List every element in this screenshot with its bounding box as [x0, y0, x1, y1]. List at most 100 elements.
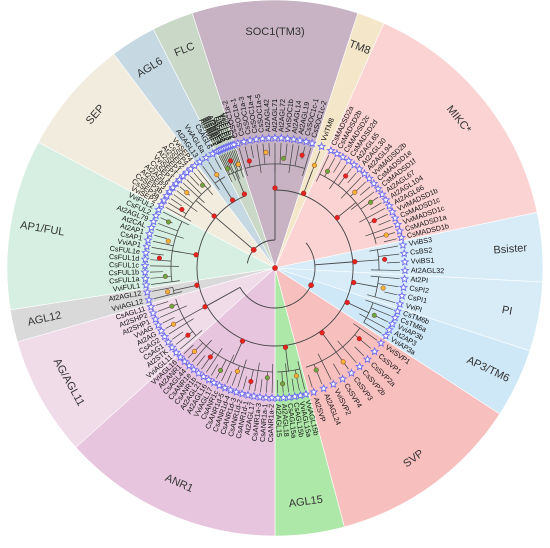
clade-label-soc1: SOC1(TM3): [245, 26, 304, 38]
bootstrap-node-marker: [246, 158, 252, 164]
tree-branch: [256, 144, 262, 174]
bootstrap-node-marker: [207, 354, 213, 360]
tree-branch: [150, 276, 172, 279]
bootstrap-node-marker: [356, 336, 362, 342]
tree-branch: [165, 206, 192, 222]
leaf-star-icon: [397, 291, 407, 300]
tree-branch: [214, 158, 222, 170]
tree-branch: [245, 163, 305, 169]
leaf-star-icon: [153, 320, 163, 330]
leaf-label: CsFUL1c: [109, 260, 140, 270]
tree-branch: [221, 154, 229, 167]
bootstrap-node-marker: [194, 282, 200, 288]
tree-branch: [365, 299, 393, 311]
tree-branch: [347, 172, 357, 184]
bootstrap-node-marker: [281, 155, 287, 161]
bootstrap-node-marker: [248, 378, 254, 384]
leaf-star-icon: [171, 347, 181, 357]
bootstrap-node-marker: [241, 191, 247, 197]
tree-branch: [162, 316, 175, 324]
leaf-star-icon: [317, 141, 327, 151]
tree-branch: [302, 148, 312, 177]
leaf-star-icon: [393, 219, 403, 229]
bootstrap-node-marker: [156, 255, 162, 261]
tree-branch: [152, 287, 173, 292]
leaf-star-icon: [338, 152, 348, 162]
tree-branch: [163, 211, 190, 226]
tree-branch: [196, 355, 206, 366]
clade-sector-mikc: [274, 22, 538, 269]
leaf-star-icon: [309, 387, 319, 396]
leaf-star-icon: [364, 173, 374, 183]
leaf-star-icon: [148, 308, 158, 318]
leaf-label: VviBS1: [411, 256, 435, 266]
leaf-star-icon: [142, 241, 152, 251]
leaf-star-icon: [346, 368, 356, 378]
bootstrap-node-marker: [166, 219, 172, 225]
tree-branch: [156, 228, 184, 239]
tree-branch: [354, 334, 371, 349]
leaf-star-icon: [143, 235, 153, 245]
tree-branch: [353, 323, 378, 341]
leaf-star-icon: [398, 240, 408, 250]
leaf-star-icon: [319, 383, 329, 393]
tree-branch: [359, 186, 371, 196]
clade-label-agl15: AGL15: [288, 494, 324, 510]
tree-branch: [150, 259, 172, 262]
leaf-label: At2AGL42: [262, 99, 273, 133]
bootstrap-node-marker: [371, 312, 377, 318]
leaf-star-icon: [156, 199, 166, 209]
bootstrap-node-marker: [230, 197, 236, 203]
tree-branch: [220, 155, 231, 175]
leaf-star-icon: [140, 273, 150, 283]
tree-branch: [196, 255, 322, 347]
leaf-star-icon: [156, 326, 166, 335]
tree-branch: [294, 145, 300, 167]
leaf-star-icon: [237, 388, 247, 398]
tree-branch: [206, 286, 241, 307]
tree-branch: [192, 339, 212, 363]
tree-branch: [271, 363, 274, 393]
bootstrap-node-marker: [250, 247, 257, 253]
tree-branch: [329, 164, 347, 190]
tree-branch: [354, 346, 365, 357]
bootstrap-node-marker: [382, 256, 388, 262]
bootstrap-node-marker: [352, 259, 358, 265]
tree-branch: [172, 287, 175, 294]
leaf-label: CsFUL1a: [109, 274, 140, 285]
tree-branch: [159, 305, 187, 318]
tree-branch: [377, 283, 399, 288]
bootstrap-node-marker: [202, 304, 208, 310]
bootstrap-node-marker: [225, 166, 231, 172]
tree-branch: [230, 151, 239, 171]
leaf-star-icon: [295, 390, 305, 400]
tree-branch: [183, 344, 194, 355]
leaf-star-icon: [387, 207, 397, 216]
bootstrap-node-marker: [272, 185, 278, 191]
tree-branch: [291, 378, 295, 392]
tree-branch: [288, 144, 294, 174]
tree-branch: [179, 330, 203, 350]
tree-branch: [370, 275, 400, 279]
bootstrap-node-marker: [380, 285, 386, 291]
bootstrap-node-marker: [171, 321, 177, 327]
leaf-label: VviAP1: [117, 237, 142, 250]
tree-branch: [370, 269, 400, 271]
tree-branch: [202, 165, 220, 190]
bootstrap-node-marker: [343, 173, 349, 179]
tree-branch: [170, 198, 182, 207]
bootstrap-node-marker: [179, 206, 185, 212]
leaf-star-icon: [142, 287, 152, 297]
tree-branch: [210, 364, 219, 376]
leaf-label: CsANR1a-2: [266, 404, 276, 443]
leaf-star-icon: [220, 383, 230, 392]
tree-branch: [313, 364, 323, 385]
tree-branch: [367, 294, 396, 304]
leaf-star-icon: [165, 186, 175, 196]
leaf-star-icon: [338, 374, 348, 383]
leaf-label: CsAGL15a: [286, 403, 299, 439]
leaf-star-icon: [151, 210, 161, 220]
leaf-star-icon: [359, 168, 370, 178]
leaf-label: VviPI: [405, 301, 424, 314]
